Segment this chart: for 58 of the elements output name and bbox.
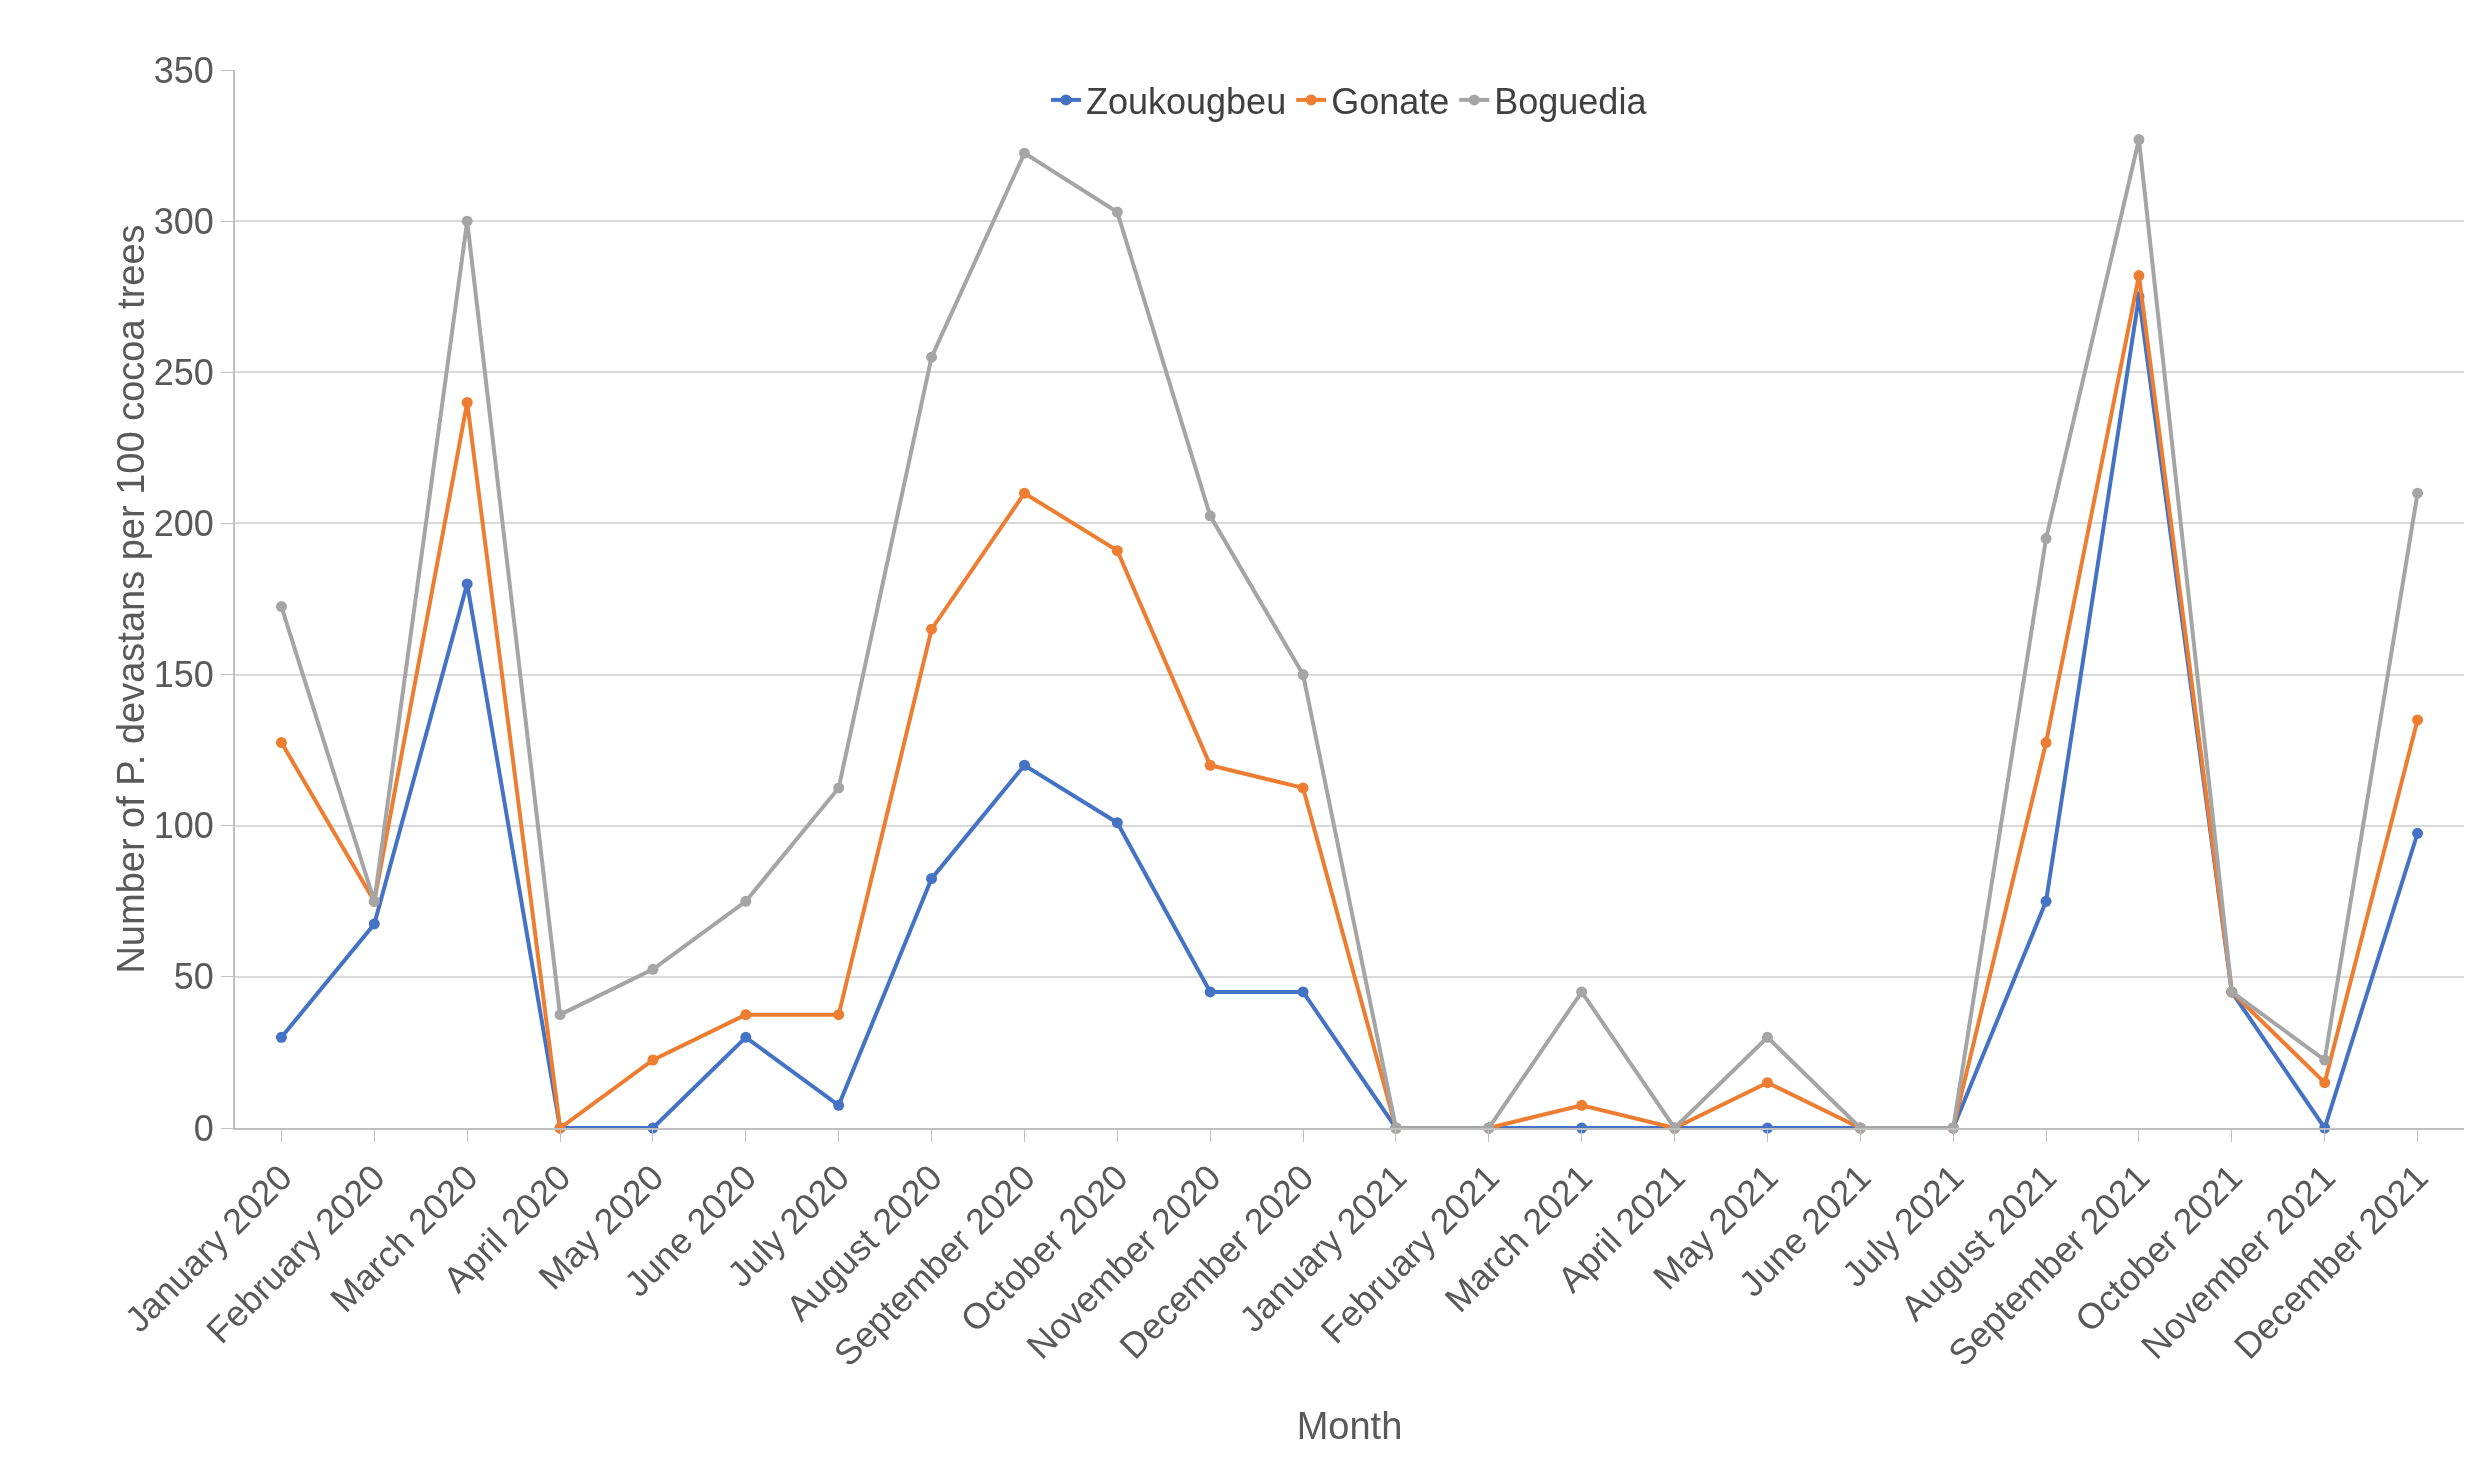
point [2133,134,2145,146]
point [1204,986,1216,998]
point [926,623,938,635]
y-tick-label: 0 [193,1107,214,1149]
legend-label: Gonate [1331,80,1450,122]
y-tick-label: 50 [173,956,214,998]
legend-label: Boguedia [1494,80,1648,122]
point [1576,1099,1588,1111]
point [2412,827,2424,839]
point [833,782,845,794]
point [461,578,473,590]
y-tick-label: 300 [153,200,214,242]
point [1018,759,1030,771]
point [2040,737,2052,749]
point [926,351,938,363]
point [1297,986,1309,998]
point [1204,759,1216,771]
point [2319,1054,2331,1066]
point [833,1099,845,1111]
y-tick-label: 250 [153,351,214,393]
point [2319,1077,2331,1089]
x-axis-title: Month [1296,1405,1403,1448]
point [740,1031,752,1043]
point [740,895,752,907]
point [2412,714,2424,726]
point [2040,533,2052,545]
point [1204,510,1216,522]
point [1761,1031,1773,1043]
point [1111,817,1123,829]
point [368,918,380,930]
point [1297,669,1309,681]
point [740,1009,752,1021]
point [647,963,659,975]
point [926,873,938,885]
point [2133,270,2145,282]
point [647,1054,659,1066]
point [1111,545,1123,557]
y-tick-label: 150 [153,654,214,696]
point [461,215,473,227]
point [275,737,287,749]
y-tick-label: 100 [153,805,214,847]
point [1018,487,1030,499]
point [833,1009,845,1021]
y-tick-label: 350 [153,49,214,91]
y-axis-title: Number of P. devastans per 100 cocoa trees [109,224,152,974]
point [461,397,473,409]
point [2040,895,2052,907]
point [1018,147,1030,159]
point [554,1009,566,1021]
point [1297,782,1309,794]
y-tick-label: 200 [153,503,214,545]
legend-label: Zoukougbeu [1086,80,1287,122]
point [1576,986,1588,998]
point [2412,487,2424,499]
point [1111,206,1123,218]
point [275,601,287,613]
point [275,1031,287,1043]
point [1761,1077,1773,1089]
